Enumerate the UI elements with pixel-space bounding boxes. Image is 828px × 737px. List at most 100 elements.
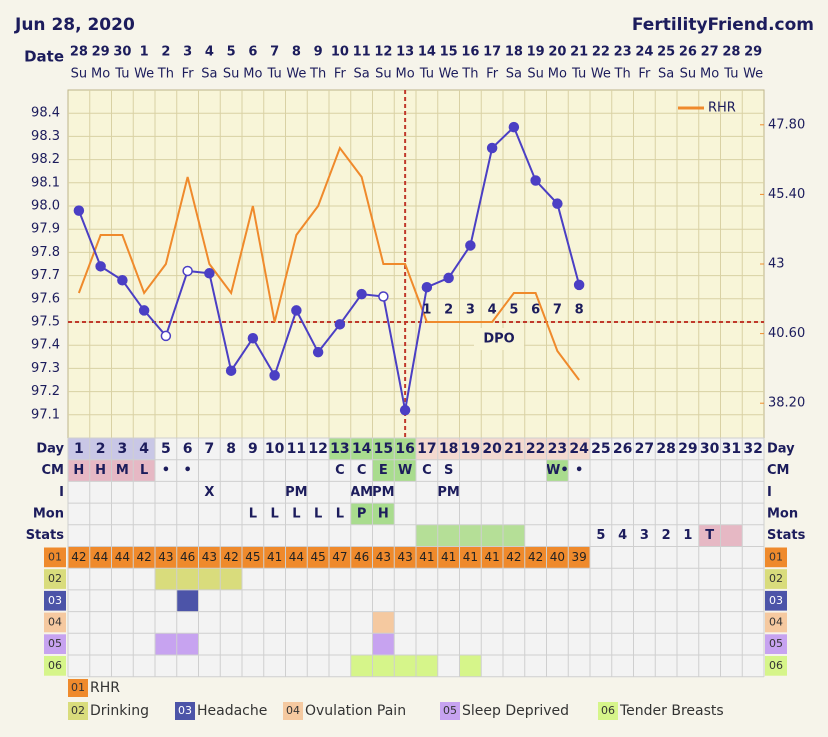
cell-highlight bbox=[437, 438, 460, 460]
rhr-cell bbox=[307, 546, 329, 569]
temp-point bbox=[312, 346, 324, 358]
table-cell: AM bbox=[350, 485, 373, 500]
date-label: 29 bbox=[92, 45, 110, 60]
legend-name: Drinking bbox=[90, 703, 149, 719]
symptom-code-box bbox=[44, 634, 66, 654]
weekday-label: We bbox=[439, 67, 459, 82]
weekday-label: Su bbox=[680, 67, 697, 82]
table-cell: L bbox=[140, 463, 148, 478]
symptom-code: 06 bbox=[48, 659, 62, 672]
date-label: 30 bbox=[113, 45, 131, 60]
symptom-cell bbox=[372, 633, 395, 655]
y-tick-label: 97.8 bbox=[31, 245, 60, 260]
header-site: FertilityFriend.com bbox=[632, 15, 814, 35]
row-label: Mon bbox=[33, 506, 64, 521]
weekday-label: Su bbox=[375, 67, 392, 82]
cell-highlight bbox=[416, 438, 438, 460]
symptom-code-box bbox=[765, 547, 787, 568]
day-number: 26 bbox=[613, 441, 632, 457]
day-number: 6 bbox=[183, 441, 193, 457]
table-cell: L bbox=[314, 506, 322, 521]
y2-tick-label: 43 bbox=[768, 257, 785, 272]
symptom-cell bbox=[350, 655, 373, 677]
y-tick-label: 97.3 bbox=[31, 361, 60, 376]
weekday-label: Fr bbox=[334, 67, 347, 82]
date-label: 26 bbox=[679, 45, 697, 60]
y-tick-label: 97.5 bbox=[31, 315, 60, 330]
date-label: 22 bbox=[592, 45, 610, 60]
weekday-label: Mo bbox=[91, 67, 110, 82]
rhr-cell bbox=[503, 546, 525, 569]
date-label: 8 bbox=[292, 45, 301, 60]
day-number: 32 bbox=[743, 441, 762, 457]
cell-highlight bbox=[459, 438, 482, 460]
weekday-label: Tu bbox=[419, 67, 434, 82]
date-label: 18 bbox=[505, 45, 523, 60]
legend-code-box bbox=[440, 702, 460, 720]
y-tick-label: 97.2 bbox=[31, 384, 60, 399]
day-number: 31 bbox=[722, 441, 741, 457]
rhr-cell bbox=[568, 546, 590, 569]
symptom-code-box bbox=[44, 547, 66, 568]
cell-highlight bbox=[372, 438, 395, 460]
cell-highlight bbox=[350, 503, 373, 525]
table-cell: L bbox=[270, 506, 278, 521]
legend-code-box bbox=[598, 702, 618, 720]
rhr-cell-value: 47 bbox=[332, 550, 347, 564]
temp-point bbox=[182, 265, 193, 277]
weekday-label: Th bbox=[157, 67, 174, 82]
cell-highlight bbox=[68, 438, 90, 460]
series-line bbox=[77, 145, 580, 381]
temp-point bbox=[291, 305, 302, 316]
rhr-cell bbox=[546, 546, 569, 569]
weekday-label: Sa bbox=[201, 67, 217, 82]
symptom-code-box bbox=[765, 590, 787, 611]
dpo-label: DPO bbox=[483, 332, 514, 347]
legend-code: 05 bbox=[443, 704, 457, 717]
day-number: 16 bbox=[395, 441, 414, 457]
rhr-cell-value: 41 bbox=[463, 550, 478, 564]
date-label: 9 bbox=[314, 45, 323, 60]
dpo-number: 8 bbox=[575, 303, 584, 318]
dpo-number: 4 bbox=[488, 303, 497, 318]
rhr-cell-value: 39 bbox=[571, 550, 586, 564]
weekday-label: We bbox=[286, 67, 306, 82]
symptom-code-box bbox=[765, 656, 787, 676]
table-cell: • bbox=[575, 463, 583, 478]
rhr-cell-value: 43 bbox=[158, 550, 173, 564]
rhr-cell-value: 41 bbox=[441, 550, 456, 564]
table-cell: W bbox=[398, 463, 412, 478]
table-cell: • bbox=[162, 463, 170, 478]
cell-highlight bbox=[372, 459, 395, 482]
table-cell: S bbox=[444, 463, 453, 478]
row-label: I bbox=[767, 485, 772, 500]
dpo-number: 6 bbox=[531, 303, 540, 318]
day-number: 29 bbox=[678, 441, 697, 457]
rhr-cell-value: 43 bbox=[202, 550, 217, 564]
symptom-cell bbox=[372, 655, 395, 677]
symptom-code-box bbox=[765, 569, 787, 589]
day-number: 27 bbox=[635, 441, 654, 457]
day-number: 2 bbox=[96, 441, 106, 457]
symptom-code: 04 bbox=[48, 615, 62, 628]
rhr-cell-value: 42 bbox=[506, 550, 521, 564]
temp-point bbox=[356, 288, 367, 300]
temp-point bbox=[378, 291, 389, 302]
rhr-cell-value: 41 bbox=[267, 550, 282, 564]
date-label: 12 bbox=[374, 45, 392, 60]
weekday-label: Tu bbox=[571, 67, 586, 82]
cell-highlight bbox=[133, 438, 155, 460]
y-tick-label: 97.7 bbox=[31, 268, 60, 283]
cell-highlight bbox=[524, 438, 547, 460]
weekday-label: Th bbox=[614, 67, 631, 82]
temp-point bbox=[269, 370, 280, 381]
symptom-code: 05 bbox=[769, 637, 783, 650]
table-cell: C bbox=[357, 463, 367, 478]
legend-name: Tender Breasts bbox=[619, 703, 724, 719]
date-label: 3 bbox=[183, 45, 192, 60]
y2-tick-label: 40.60 bbox=[768, 326, 805, 341]
weekday-label: We bbox=[743, 67, 763, 82]
day-number: 21 bbox=[504, 441, 523, 457]
cell-highlight bbox=[111, 438, 134, 460]
cell-highlight bbox=[89, 438, 112, 460]
